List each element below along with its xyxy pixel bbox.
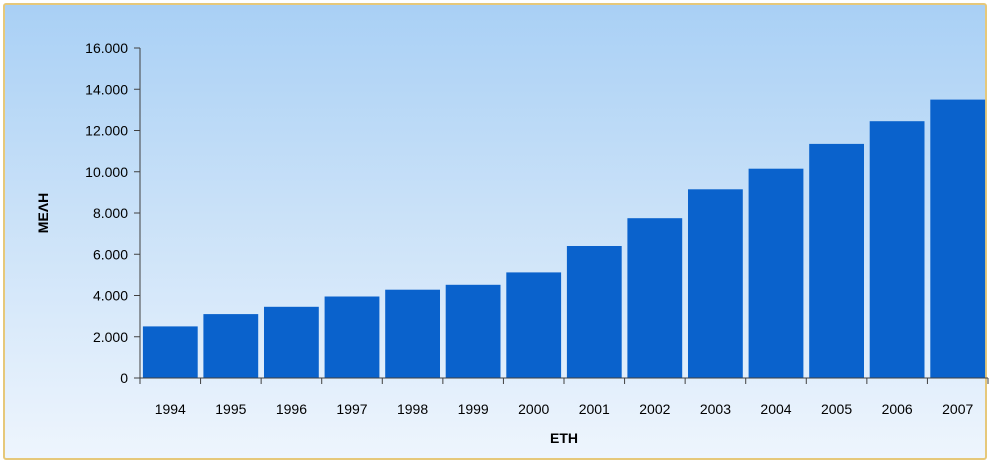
x-tick-label: 1999 <box>458 401 489 417</box>
bar-1996 <box>264 306 319 378</box>
bar-1998 <box>385 289 440 378</box>
x-tick-label: 2006 <box>882 401 913 417</box>
x-tick-label: 2007 <box>942 401 973 417</box>
x-tick-label: 1997 <box>336 401 367 417</box>
y-tick-label: 0 <box>120 370 128 386</box>
y-tick-label: 12.000 <box>85 123 128 139</box>
x-tick-label: 1994 <box>155 401 186 417</box>
y-tick-label: 10.000 <box>85 164 128 180</box>
bar-2000 <box>506 272 562 378</box>
x-tick-label: 1995 <box>215 401 246 417</box>
bar-2004 <box>748 168 804 378</box>
x-tick-labels: 1994 1995 1996 1997 1998 1999 2000 2001 2002 2003… <box>155 401 974 417</box>
x-tick-label: 2005 <box>821 401 852 417</box>
y-tick-label: 2.000 <box>93 329 128 345</box>
x-tick-label: 2004 <box>760 401 791 417</box>
bar-1994 <box>142 326 198 378</box>
x-tick-label: 2003 <box>700 401 731 417</box>
bar-2007 <box>930 99 986 378</box>
bar-2005 <box>809 143 864 378</box>
bar-1999 <box>445 284 501 378</box>
y-tick-label: 14.000 <box>85 81 128 97</box>
axes-group <box>134 47 989 384</box>
y-tick-label: 6.000 <box>93 246 128 262</box>
bar-2003 <box>688 189 743 378</box>
bar-2001 <box>566 246 622 378</box>
bar-1995 <box>203 314 259 378</box>
bar-2006 <box>869 121 925 378</box>
y-tick-label: 8.000 <box>93 205 128 221</box>
y-tick-label: 4.000 <box>93 288 128 304</box>
x-tick-label: 2000 <box>518 401 549 417</box>
x-axis-title: ΕΤΗ <box>550 430 578 446</box>
y-axis-title: ΜΕΛΗ <box>35 193 51 233</box>
y-tick-labels: 0 2.000 4.000 6.000 8.000 10.000 12.000 14.000 1… <box>85 40 128 386</box>
x-tick-label: 1998 <box>397 401 428 417</box>
bar-2002 <box>627 218 683 378</box>
y-tick-label: 16.000 <box>85 40 128 56</box>
x-tick-label: 2002 <box>639 401 670 417</box>
bar-1997 <box>324 296 380 378</box>
x-tick-label: 2001 <box>579 401 610 417</box>
x-tick-label: 1996 <box>276 401 307 417</box>
bars-group <box>142 99 986 378</box>
